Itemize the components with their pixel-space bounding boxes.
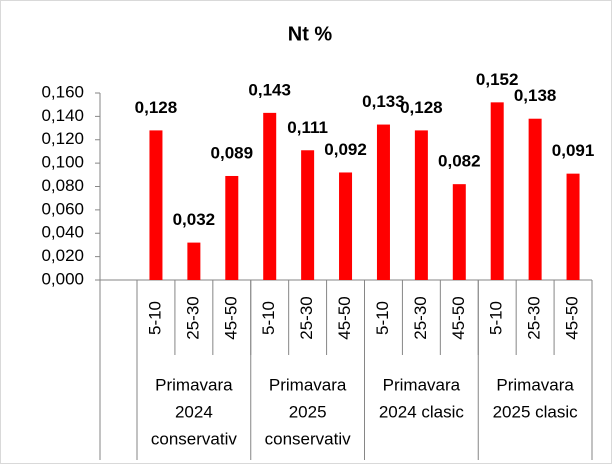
y-tick-label: 0,020 [41, 246, 84, 265]
data-label: 0,152 [476, 70, 519, 89]
bar [301, 150, 315, 280]
group-label: Primavara [269, 375, 347, 394]
x-tick-label: 5-10 [373, 301, 392, 335]
bar [452, 184, 466, 280]
data-label: 0,111 [287, 118, 328, 137]
data-label: 0,032 [173, 210, 216, 229]
x-tick-label: 45-50 [563, 296, 582, 339]
x-tick-label: 5-10 [259, 301, 278, 335]
group-label: conservativ [151, 429, 237, 448]
bar [263, 112, 277, 281]
x-tick-label: 5-10 [487, 301, 506, 335]
data-label: 0,138 [514, 86, 557, 105]
group-label: 2025 clasic [493, 402, 579, 421]
data-label: 0,091 [552, 141, 595, 160]
y-tick-label: 0,120 [41, 129, 84, 148]
bar [414, 130, 428, 280]
y-tick-label: 0,080 [41, 176, 84, 195]
data-label: 0,128 [400, 98, 443, 117]
x-tick-label: 25-30 [525, 296, 544, 339]
data-label: 0,089 [211, 143, 254, 162]
bar [490, 102, 504, 280]
y-tick-label: 0,000 [41, 269, 84, 288]
x-tick-label: 45-50 [449, 296, 468, 339]
x-tick-label: 25-30 [411, 296, 430, 339]
bar [225, 175, 239, 280]
bar [566, 173, 580, 280]
group-label: conservativ [265, 429, 351, 448]
x-tick-label: 45-50 [335, 296, 354, 339]
x-tick-label: 5-10 [145, 301, 164, 335]
y-tick-label: 0,060 [41, 199, 84, 218]
group-label: 2024 [175, 402, 213, 421]
bar [528, 118, 542, 281]
bar [187, 242, 201, 280]
group-label: 2025 [289, 402, 327, 421]
bar [339, 172, 353, 280]
data-label: 0,092 [324, 140, 367, 159]
data-label: 0,143 [248, 80, 291, 99]
y-tick-label: 0,100 [41, 153, 84, 172]
group-label: Primavara [155, 375, 233, 394]
bar [149, 130, 163, 280]
chart-title: Nt % [288, 23, 333, 45]
bar [376, 124, 390, 281]
y-tick-label: 0,040 [41, 223, 84, 242]
data-label: 0,082 [438, 152, 481, 171]
x-tick-label: 25-30 [297, 296, 316, 339]
y-tick-label: 0,160 [41, 82, 84, 101]
y-tick-label: 0,140 [41, 106, 84, 125]
group-label: Primavara [383, 375, 461, 394]
group-label: Primavara [496, 375, 574, 394]
group-label: 2024 clasic [379, 402, 465, 421]
x-tick-label: 25-30 [183, 296, 202, 339]
x-tick-label: 45-50 [221, 296, 240, 339]
data-label: 0,128 [135, 98, 178, 117]
data-label: 0,133 [362, 92, 405, 111]
